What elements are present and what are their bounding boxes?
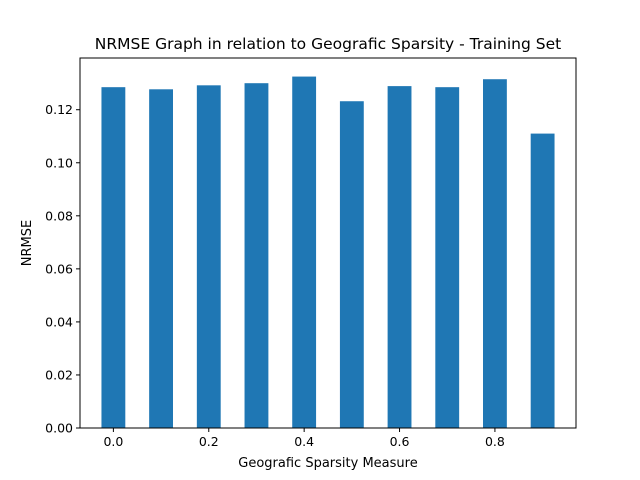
x-tick-label: 0.8	[485, 434, 505, 449]
x-tick-label: 0.0	[103, 434, 123, 449]
bar-1	[149, 89, 173, 429]
bar-0	[101, 87, 126, 428]
y-tick-label: 0.08	[45, 208, 73, 223]
x-tick-label: 0.6	[390, 434, 410, 449]
bar-5	[339, 101, 364, 428]
bars-group	[101, 76, 555, 429]
bar-2	[196, 85, 221, 428]
x-tick-label: 0.2	[199, 434, 219, 449]
bar-9	[530, 133, 555, 428]
bar-6	[387, 86, 412, 429]
bar-7	[435, 87, 460, 428]
bar-8	[483, 79, 507, 429]
y-tick-label: 0.06	[45, 261, 73, 276]
y-tick-label: 0.04	[45, 314, 73, 329]
y-tick-label: 0.02	[45, 367, 73, 382]
y-tick-label: 0.00	[45, 421, 73, 436]
chart-title: NRMSE Graph in relation to Geografic Spa…	[95, 35, 561, 53]
bar-3	[244, 83, 269, 428]
y-axis-label: NRMSE	[20, 220, 35, 266]
x-axis-ticks: 0.0 0.2 0.4 0.6 0.8	[103, 428, 505, 449]
y-axis-ticks: 0.00 0.02 0.04 0.06 0.08 0.10 0.12	[45, 102, 80, 436]
x-axis-label: Geografic Sparsity Measure	[238, 456, 417, 471]
y-tick-label: 0.10	[45, 155, 73, 170]
plot-frame	[79, 57, 577, 429]
bar-4	[292, 76, 317, 428]
y-tick-label: 0.12	[45, 102, 73, 117]
x-tick-label: 0.4	[294, 434, 314, 449]
